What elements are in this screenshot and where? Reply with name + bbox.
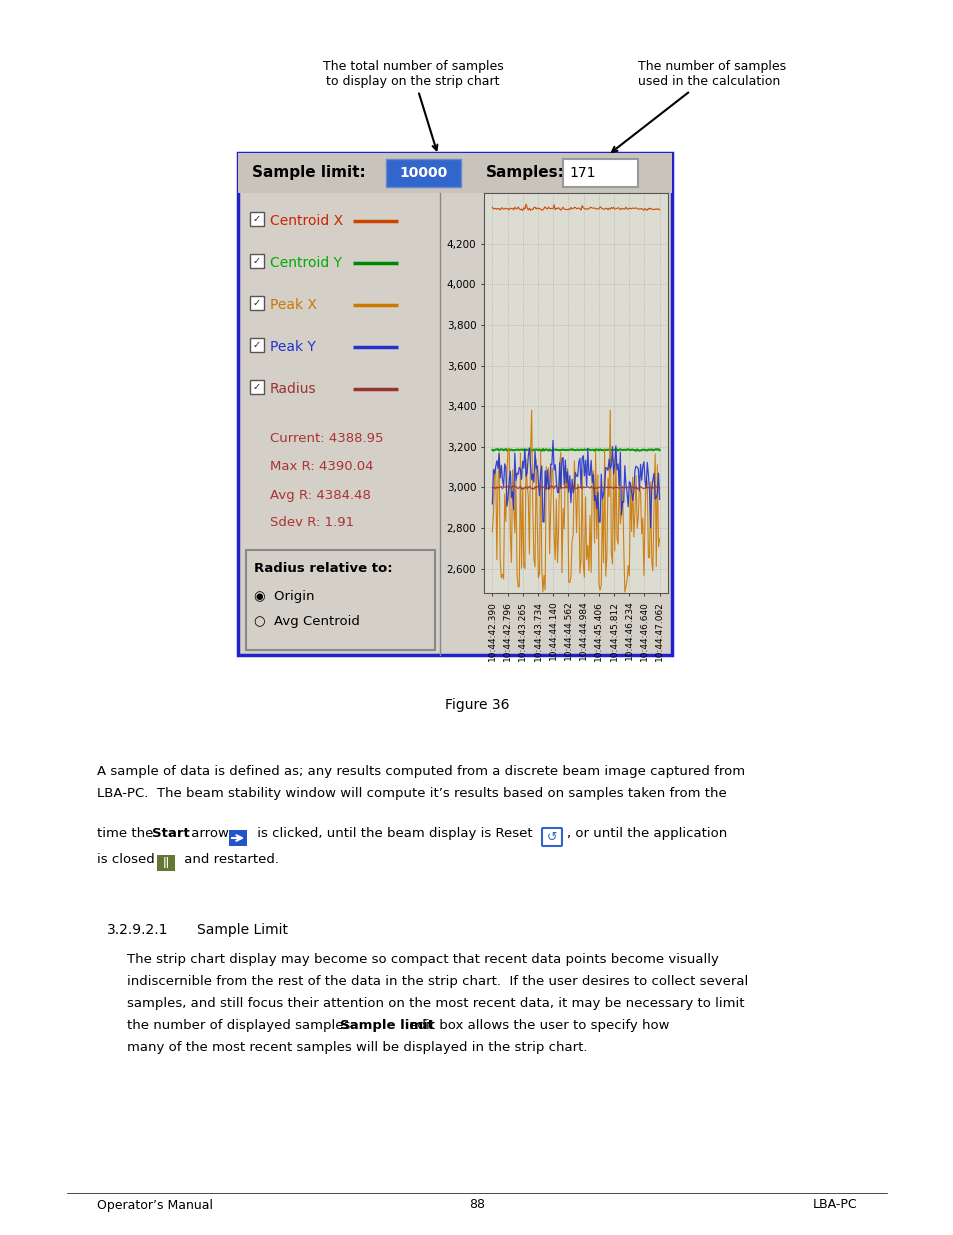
Text: many of the most recent samples will be displayed in the strip chart.: many of the most recent samples will be … bbox=[127, 1041, 587, 1053]
Text: The total number of samples
to display on the strip chart: The total number of samples to display o… bbox=[322, 61, 503, 151]
Text: Sdev R: 1.91: Sdev R: 1.91 bbox=[270, 516, 354, 530]
Text: 171: 171 bbox=[568, 165, 595, 180]
Text: The number of samples
used in the calculation: The number of samples used in the calcul… bbox=[612, 61, 785, 152]
Text: edit box allows the user to specify how: edit box allows the user to specify how bbox=[405, 1019, 669, 1032]
Text: ✓: ✓ bbox=[253, 298, 261, 308]
Text: ◉  Origin: ◉ Origin bbox=[253, 590, 314, 603]
Text: and restarted.: and restarted. bbox=[180, 853, 278, 866]
Text: ✓: ✓ bbox=[253, 214, 261, 224]
Text: Samples:: Samples: bbox=[485, 165, 564, 180]
Text: ✓: ✓ bbox=[253, 340, 261, 350]
FancyBboxPatch shape bbox=[250, 254, 264, 268]
Text: samples, and still focus their attention on the most recent data, it may be nece: samples, and still focus their attention… bbox=[127, 997, 743, 1010]
Text: Sample Limit: Sample Limit bbox=[196, 923, 288, 937]
Text: the number of displayed samples.: the number of displayed samples. bbox=[127, 1019, 363, 1032]
FancyBboxPatch shape bbox=[246, 550, 435, 650]
Text: Centroid X: Centroid X bbox=[270, 214, 343, 228]
Text: ✓: ✓ bbox=[253, 256, 261, 266]
Text: A sample of data is defined as; any results computed from a discrete beam image : A sample of data is defined as; any resu… bbox=[97, 764, 744, 778]
Text: Radius: Radius bbox=[270, 382, 316, 396]
FancyBboxPatch shape bbox=[386, 159, 460, 186]
FancyBboxPatch shape bbox=[562, 159, 638, 186]
Text: Start: Start bbox=[152, 827, 190, 840]
Text: time the: time the bbox=[97, 827, 157, 840]
Text: arrow: arrow bbox=[187, 827, 233, 840]
FancyBboxPatch shape bbox=[157, 855, 174, 871]
Text: is clicked, until the beam display is Reset: is clicked, until the beam display is Re… bbox=[253, 827, 537, 840]
Text: ↺: ↺ bbox=[546, 830, 557, 844]
Text: Operator’s Manual: Operator’s Manual bbox=[97, 1198, 213, 1212]
Text: Peak X: Peak X bbox=[270, 298, 316, 312]
Text: Sample limit: Sample limit bbox=[339, 1019, 434, 1032]
Text: The strip chart display may become so compact that recent data points become vis: The strip chart display may become so co… bbox=[127, 953, 719, 966]
Text: ||: || bbox=[162, 857, 170, 868]
FancyBboxPatch shape bbox=[237, 153, 671, 193]
Text: ✓: ✓ bbox=[253, 382, 261, 391]
FancyBboxPatch shape bbox=[541, 827, 561, 846]
Text: Figure 36: Figure 36 bbox=[444, 698, 509, 713]
FancyBboxPatch shape bbox=[250, 338, 264, 352]
Text: LBA-PC.  The beam stability window will compute it’s results based on samples ta: LBA-PC. The beam stability window will c… bbox=[97, 787, 726, 800]
FancyBboxPatch shape bbox=[237, 153, 671, 655]
Text: Centroid Y: Centroid Y bbox=[270, 256, 341, 270]
Text: , or until the application: , or until the application bbox=[566, 827, 726, 840]
FancyBboxPatch shape bbox=[229, 830, 247, 846]
Text: Current: 4388.95: Current: 4388.95 bbox=[270, 432, 383, 446]
Text: 3.2.9.2.1: 3.2.9.2.1 bbox=[107, 923, 169, 937]
Text: 10000: 10000 bbox=[399, 165, 447, 180]
FancyBboxPatch shape bbox=[250, 380, 264, 394]
FancyBboxPatch shape bbox=[250, 296, 264, 310]
Text: indiscernible from the rest of the data in the strip chart.  If the user desires: indiscernible from the rest of the data … bbox=[127, 974, 747, 988]
Text: Radius relative to:: Radius relative to: bbox=[253, 562, 393, 576]
Text: Peak Y: Peak Y bbox=[270, 340, 315, 354]
Text: is closed: is closed bbox=[97, 853, 159, 866]
Text: Sample limit:: Sample limit: bbox=[252, 165, 365, 180]
Text: Max R: 4390.04: Max R: 4390.04 bbox=[270, 461, 374, 473]
Text: 88: 88 bbox=[469, 1198, 484, 1212]
Text: ○  Avg Centroid: ○ Avg Centroid bbox=[253, 615, 359, 629]
FancyBboxPatch shape bbox=[250, 212, 264, 226]
Text: Avg R: 4384.48: Avg R: 4384.48 bbox=[270, 489, 371, 501]
Text: LBA-PC: LBA-PC bbox=[812, 1198, 856, 1212]
